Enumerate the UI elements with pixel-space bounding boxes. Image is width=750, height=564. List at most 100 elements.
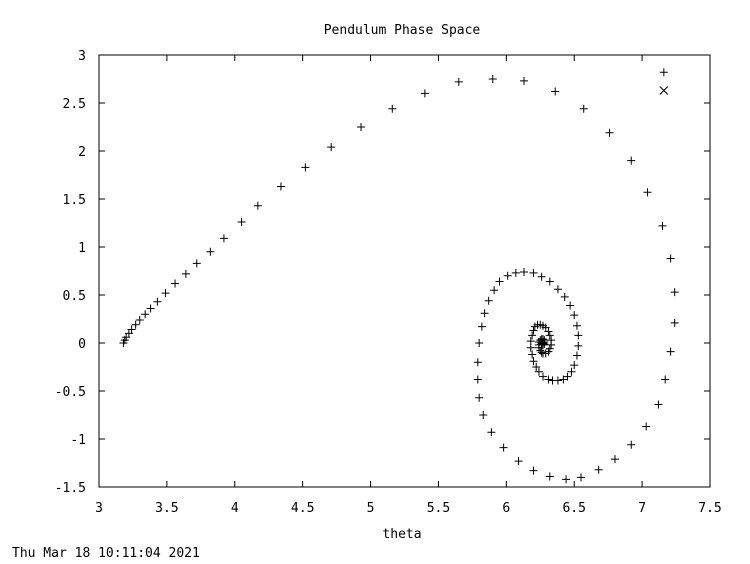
plus-point-marker bbox=[642, 422, 651, 431]
plot-frame bbox=[98, 54, 711, 488]
plus-point-marker bbox=[153, 297, 162, 306]
plus-point-marker bbox=[327, 143, 336, 152]
x-tick-label: 5 bbox=[367, 501, 375, 516]
plus-point-marker bbox=[572, 351, 581, 360]
plus-point-marker bbox=[548, 376, 557, 385]
plus-point-marker bbox=[563, 372, 572, 381]
plus-point-marker bbox=[627, 440, 636, 449]
plus-point-marker bbox=[253, 201, 262, 210]
plus-point-marker bbox=[610, 455, 619, 464]
y-tick-label: 0 bbox=[78, 337, 86, 352]
plus-point-marker bbox=[574, 331, 583, 340]
plus-point-marker bbox=[131, 320, 140, 329]
plus-point-marker bbox=[519, 76, 528, 85]
plus-point-marker bbox=[388, 104, 397, 113]
plus-point-marker bbox=[534, 367, 543, 376]
chart-title: Pendulum Phase Space bbox=[324, 23, 481, 38]
plus-point-marker bbox=[547, 340, 556, 349]
plus-point-marker bbox=[473, 358, 482, 367]
plus-point-marker bbox=[594, 465, 603, 474]
plus-point-marker bbox=[528, 350, 537, 359]
plus-point-marker bbox=[537, 272, 546, 281]
y-tick-label: -1.5 bbox=[55, 481, 86, 496]
y-tick-label: 3 bbox=[78, 49, 86, 64]
plus-point-marker bbox=[532, 363, 541, 371]
plus-point-marker bbox=[643, 188, 652, 197]
plus-point-marker bbox=[181, 269, 190, 278]
x-tick-label: 4 bbox=[231, 501, 239, 516]
y-tick-label: 2.5 bbox=[63, 97, 86, 112]
plus-point-marker bbox=[357, 123, 366, 131]
plus-point-marker bbox=[627, 156, 636, 165]
plus-point-marker bbox=[146, 304, 155, 313]
plus-point-marker bbox=[276, 182, 285, 191]
x-tick-label: 7 bbox=[638, 501, 646, 516]
plus-point-marker bbox=[670, 288, 679, 297]
y-tick-label: 2 bbox=[78, 145, 86, 160]
plus-point-marker bbox=[538, 372, 547, 381]
plus-point-marker bbox=[537, 348, 546, 357]
plus-point-marker bbox=[562, 475, 571, 484]
plus-point-marker bbox=[538, 339, 547, 347]
x-tick-label: 7.5 bbox=[698, 501, 721, 516]
timestamp-footer: Thu Mar 18 10:11:04 2021 bbox=[12, 546, 200, 561]
x-tick-label: 6 bbox=[502, 501, 510, 516]
plus-point-marker bbox=[475, 339, 484, 347]
plus-point-marker bbox=[570, 361, 579, 370]
plus-point-marker bbox=[473, 375, 482, 384]
plus-point-marker bbox=[490, 286, 499, 295]
y-tick-label: 1.5 bbox=[63, 193, 86, 208]
plus-point-marker bbox=[127, 325, 136, 334]
plus-point-marker bbox=[529, 466, 538, 475]
plus-point-marker bbox=[475, 393, 484, 402]
plus-point-marker bbox=[192, 259, 201, 268]
plus-point-marker bbox=[545, 472, 554, 481]
plus-point-marker bbox=[529, 268, 538, 277]
plus-point-marker bbox=[479, 411, 488, 419]
plus-point-marker bbox=[529, 357, 538, 366]
plus-point-marker bbox=[301, 163, 310, 172]
plus-point-marker bbox=[495, 277, 504, 286]
plus-point-marker bbox=[454, 77, 463, 86]
plus-point-marker bbox=[514, 457, 523, 466]
y-tick-label: 0.5 bbox=[63, 289, 86, 304]
plus-point-marker bbox=[579, 104, 588, 113]
x-tick-label: 5.5 bbox=[427, 501, 450, 516]
plus-point-marker bbox=[567, 367, 576, 376]
plus-point-marker bbox=[499, 443, 508, 452]
x-tick-label: 4.5 bbox=[291, 501, 314, 516]
plus-point-marker bbox=[484, 296, 493, 305]
plus-point-marker bbox=[559, 375, 568, 384]
plus-point-marker bbox=[526, 337, 535, 346]
plus-point-marker bbox=[480, 309, 489, 318]
plus-point-marker bbox=[551, 87, 560, 96]
plus-point-marker bbox=[658, 221, 667, 230]
plus-point-marker bbox=[654, 400, 663, 409]
plus-point-marker bbox=[477, 322, 486, 331]
plus-point-marker bbox=[511, 268, 520, 277]
plus-point-marker bbox=[570, 311, 579, 320]
plus-point-marker bbox=[661, 375, 670, 384]
plus-point-marker bbox=[545, 331, 554, 340]
plus-point-marker bbox=[141, 310, 150, 319]
cross-point-marker bbox=[659, 86, 669, 95]
x-tick-label: 3 bbox=[95, 501, 103, 516]
plus-point-marker bbox=[544, 327, 553, 336]
y-tick-label: 1 bbox=[78, 241, 86, 256]
x-axis-label: theta bbox=[382, 527, 421, 542]
plus-point-marker bbox=[566, 301, 575, 310]
plus-point-marker bbox=[161, 289, 170, 298]
plus-point-marker bbox=[577, 473, 586, 482]
y-tick-label: -1 bbox=[70, 433, 86, 448]
plus-point-marker bbox=[519, 267, 528, 276]
plus-point-marker bbox=[666, 254, 675, 263]
plus-point-marker bbox=[237, 218, 246, 227]
plus-point-marker bbox=[528, 331, 537, 340]
data-marks bbox=[119, 68, 679, 484]
y-tick-label: -0.5 bbox=[55, 385, 86, 400]
plus-point-marker bbox=[666, 347, 675, 356]
plus-point-marker bbox=[553, 285, 562, 294]
plus-point-marker bbox=[659, 68, 668, 77]
plus-point-marker bbox=[488, 75, 497, 83]
